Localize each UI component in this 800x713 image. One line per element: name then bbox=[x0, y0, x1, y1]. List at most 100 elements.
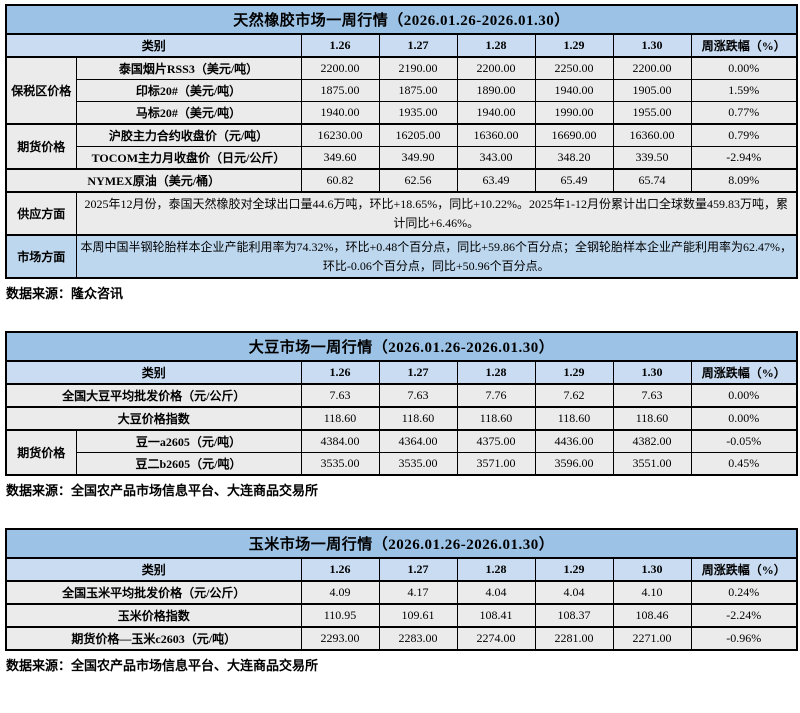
value-cell: 4364.00 bbox=[378, 429, 458, 454]
value-cell: 118.60 bbox=[612, 406, 692, 431]
value-cell: 2293.00 bbox=[300, 626, 380, 651]
data-source: 数据来源：隆众咨讯 bbox=[6, 286, 124, 302]
table-row: 全国玉米平均批发价格（元/公斤） 4.09 4.17 4.04 4.04 4.1… bbox=[5, 580, 798, 605]
value-cell: 4.10 bbox=[612, 580, 692, 605]
value-cell: 3551.00 bbox=[612, 452, 692, 476]
supply-note-text: 2025年12月份，泰国天然橡胶对全球出口量44.6万吨，环比+18.65%，同… bbox=[75, 190, 798, 236]
value-cell: 118.60 bbox=[456, 406, 536, 431]
data-source: 数据来源：全国农产品市场信息平台、大连商品交易所 bbox=[6, 483, 319, 499]
value-cell: 63.49 bbox=[456, 168, 536, 193]
table-row: 大豆价格指数 118.60 118.60 118.60 118.60 118.6… bbox=[5, 406, 798, 431]
table-title: 玉米市场一周行情（2026.01.26-2026.01.30） bbox=[5, 528, 798, 560]
column-header-weekly-change: 周涨跌幅（%） bbox=[690, 360, 798, 386]
table-row: 期货价格 豆一a2605（元/吨） 4384.00 4364.00 4375.0… bbox=[5, 429, 798, 476]
value-cell: 16360.00 bbox=[612, 123, 692, 147]
row-label: TOCOM主力月收盘价（日元/公斤） bbox=[75, 146, 302, 170]
row-label: 全国玉米平均批发价格（元/公斤） bbox=[5, 580, 302, 605]
value-cell: 343.00 bbox=[456, 146, 536, 170]
value-cell: 118.60 bbox=[300, 406, 380, 431]
value-cell: 4436.00 bbox=[534, 429, 614, 454]
column-header-date: 1.27 bbox=[378, 360, 458, 386]
value-cell: 65.74 bbox=[612, 168, 692, 193]
value-cell: 4382.00 bbox=[612, 429, 692, 454]
value-cell: 2281.00 bbox=[534, 626, 614, 651]
value-cell: 4375.00 bbox=[456, 429, 536, 454]
value-cell: 7.63 bbox=[378, 383, 458, 408]
value-cell: 4.04 bbox=[456, 580, 536, 605]
value-cell: 16690.00 bbox=[534, 123, 614, 147]
value-cell: 2283.00 bbox=[378, 626, 458, 651]
value-cell: 109.61 bbox=[378, 603, 458, 628]
row-label: 全国大豆平均批发价格（元/公斤） bbox=[5, 383, 302, 408]
value-cell: 118.60 bbox=[378, 406, 458, 431]
column-header-date: 1.29 bbox=[534, 33, 614, 58]
column-header-date: 1.28 bbox=[456, 360, 536, 386]
rubber-market-section: 天然橡胶市场一周行情（2026.01.26-2026.01.30） 类别 1.2… bbox=[5, 4, 800, 302]
soybean-market-table: 大豆市场一周行情（2026.01.26-2026.01.30） 类别 1.26 … bbox=[5, 331, 798, 477]
value-cell: 4.17 bbox=[378, 580, 458, 605]
column-header-date: 1.27 bbox=[378, 557, 458, 583]
column-header-date: 1.27 bbox=[378, 33, 458, 58]
table-row: NYMEX原油（美元/桶） 60.82 62.56 63.49 65.49 65… bbox=[5, 168, 798, 193]
value-cell: 4384.00 bbox=[300, 429, 380, 454]
value-cell: 108.46 bbox=[612, 603, 692, 628]
weekly-change-cell: 0.00% bbox=[690, 406, 798, 431]
rubber-market-table: 天然橡胶市场一周行情（2026.01.26-2026.01.30） 类别 1.2… bbox=[5, 4, 798, 280]
value-cell: 65.49 bbox=[534, 168, 614, 193]
table-row: TOCOM主力月收盘价（日元/公斤） 349.60 349.90 343.00 … bbox=[6, 146, 798, 170]
column-header-date: 1.30 bbox=[612, 360, 692, 386]
weekly-change-cell: 0.24% bbox=[690, 580, 798, 605]
column-header-date: 1.28 bbox=[456, 557, 536, 583]
weekly-change-cell: 0.00% bbox=[690, 56, 798, 80]
note-label: 市场方面 bbox=[5, 234, 77, 279]
value-cell: 3596.00 bbox=[534, 452, 614, 476]
table-row: 期货价格—玉米c2603（元/吨） 2293.00 2283.00 2274.0… bbox=[5, 626, 798, 651]
weekly-change-cell: -2.24% bbox=[690, 603, 798, 628]
value-cell: 118.60 bbox=[534, 406, 614, 431]
table-row: 马标20#（美元/吨） 1940.00 1935.00 1940.00 1990… bbox=[6, 101, 798, 125]
value-cell: 348.20 bbox=[534, 146, 614, 170]
value-cell: 2190.00 bbox=[378, 56, 458, 80]
value-cell: 7.62 bbox=[534, 383, 614, 408]
value-cell: 16360.00 bbox=[456, 123, 536, 147]
row-group-bonded-zone-price: 保税区价格 bbox=[5, 56, 77, 125]
weekly-change-cell: 0.79% bbox=[690, 123, 798, 147]
weekly-change-cell: 0.45% bbox=[690, 452, 798, 476]
value-cell: 110.95 bbox=[300, 603, 380, 628]
weekly-change-cell: 0.00% bbox=[690, 383, 798, 408]
column-header-date: 1.29 bbox=[534, 360, 614, 386]
value-cell: 1940.00 bbox=[300, 101, 380, 125]
column-header-date: 1.30 bbox=[612, 33, 692, 58]
weekly-change-cell: 8.09% bbox=[690, 168, 798, 193]
table-row: 豆二b2605（元/吨） 3535.00 3535.00 3571.00 359… bbox=[6, 452, 798, 476]
row-label: 印标20#（美元/吨） bbox=[75, 79, 302, 102]
column-header-date: 1.29 bbox=[534, 557, 614, 583]
row-label: 沪胶主力合约收盘价（元/吨） bbox=[75, 123, 302, 147]
value-cell: 3535.00 bbox=[378, 452, 458, 476]
column-header-date: 1.26 bbox=[300, 33, 380, 58]
column-header-category: 类别 bbox=[5, 33, 302, 58]
row-group-futures-price: 期货价格 bbox=[5, 429, 77, 476]
weekly-change-cell: -0.05% bbox=[690, 429, 798, 454]
table-row: 印标20#（美元/吨） 1875.00 1875.00 1890.00 1940… bbox=[6, 79, 798, 102]
value-cell: 2271.00 bbox=[612, 626, 692, 651]
weekly-change-cell: 0.77% bbox=[690, 101, 798, 125]
corn-market-table: 玉米市场一周行情（2026.01.26-2026.01.30） 类别 1.26 … bbox=[5, 528, 798, 652]
supply-note-row: 供应方面 2025年12月份，泰国天然橡胶对全球出口量44.6万吨，环比+18.… bbox=[5, 190, 798, 236]
value-cell: 4.04 bbox=[534, 580, 614, 605]
value-cell: 3535.00 bbox=[300, 452, 380, 476]
column-header-date: 1.26 bbox=[300, 360, 380, 386]
table-row: 全国大豆平均批发价格（元/公斤） 7.63 7.63 7.76 7.62 7.6… bbox=[5, 383, 798, 408]
value-cell: 2200.00 bbox=[300, 56, 380, 80]
row-label: 泰国烟片RSS3（美元/吨） bbox=[75, 56, 302, 80]
market-note-row: 市场方面 本周中国半钢轮胎样本企业产能利用率为74.32%，环比+0.48个百分… bbox=[5, 234, 798, 279]
row-label: 豆二b2605（元/吨） bbox=[75, 452, 302, 476]
value-cell: 2274.00 bbox=[456, 626, 536, 651]
row-group-futures-price: 期货价格 bbox=[5, 123, 77, 170]
value-cell: 2250.00 bbox=[534, 56, 614, 80]
value-cell: 3571.00 bbox=[456, 452, 536, 476]
column-header-category: 类别 bbox=[5, 360, 302, 386]
value-cell: 108.41 bbox=[456, 603, 536, 628]
value-cell: 7.76 bbox=[456, 383, 536, 408]
value-cell: 1990.00 bbox=[534, 101, 614, 125]
